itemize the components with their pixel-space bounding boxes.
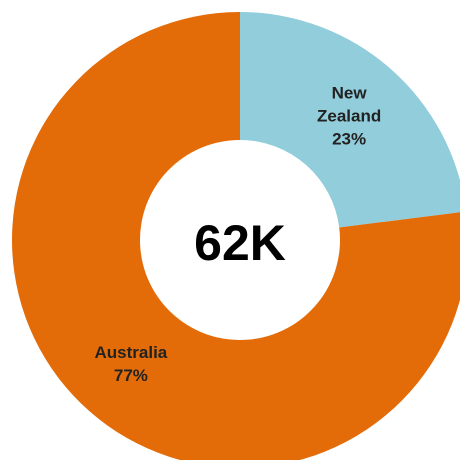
value-label: 23% bbox=[332, 129, 367, 149]
category-label: Australia bbox=[94, 342, 168, 362]
value-label: 77% bbox=[113, 365, 148, 385]
slice-label: New Zealand 23% bbox=[304, 82, 394, 151]
slice bbox=[240, 12, 460, 228]
category-label: New Zealand bbox=[316, 83, 382, 126]
slice bbox=[12, 12, 460, 460]
slice-label: Australia 77% bbox=[86, 341, 176, 387]
center-label: 62K bbox=[194, 215, 286, 271]
